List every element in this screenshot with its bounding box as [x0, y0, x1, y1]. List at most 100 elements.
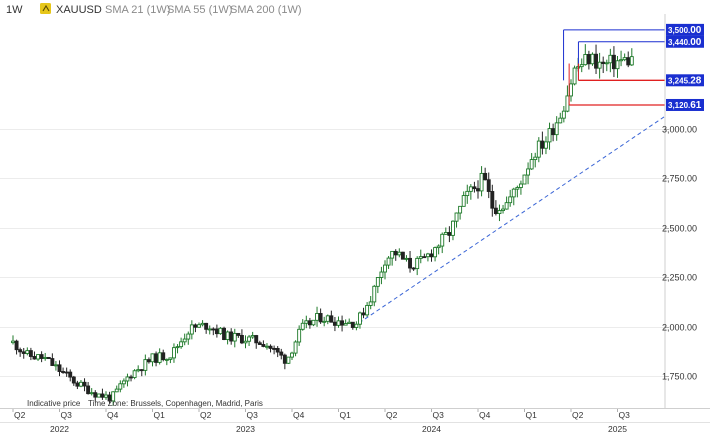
candle-body — [522, 174, 527, 185]
candle-body — [89, 392, 94, 395]
candle-body — [282, 354, 287, 364]
candle-body — [354, 323, 359, 328]
candle-body — [179, 341, 184, 348]
candle-body — [157, 352, 162, 363]
candle-body — [79, 381, 83, 387]
candle-body — [358, 312, 362, 325]
x-quarter-label: Q2 — [572, 410, 584, 420]
symbol-label: XAUUSD — [56, 4, 102, 16]
candle-body — [547, 128, 552, 143]
candle-body — [493, 207, 498, 215]
candle-body — [551, 128, 556, 136]
candle-body — [554, 122, 559, 136]
symbol-badge[interactable]: XAUUSD — [40, 3, 102, 16]
candle-body — [236, 332, 241, 336]
level-price-label: 3,245.28 — [668, 75, 702, 86]
indicator-sma200[interactable]: SMA 200 (1W) — [230, 4, 302, 16]
candle-body — [307, 320, 312, 326]
candle-body — [461, 195, 466, 207]
candle-body — [361, 312, 366, 316]
indicator-sma55[interactable]: SMA 55 (1W) — [167, 4, 232, 16]
levels: 3,500.003,440.00 3,245.28 3,120.61 — [563, 23, 704, 111]
candle-body — [254, 335, 259, 344]
candle-body — [68, 371, 73, 378]
candle-body — [229, 331, 234, 342]
candle-body — [479, 172, 484, 192]
candle-body — [515, 187, 520, 190]
candle-body — [161, 352, 166, 361]
x-quarter-label: Q1 — [526, 410, 538, 420]
candle-body — [129, 376, 133, 379]
level-price-tag — [666, 35, 704, 48]
candle-body — [611, 54, 616, 70]
candle-body — [200, 322, 205, 326]
candle-body — [150, 353, 155, 363]
candle-body — [250, 335, 255, 338]
x-quarter-label: Q4 — [293, 410, 305, 420]
candle-body — [247, 336, 252, 342]
candle-body — [143, 359, 148, 371]
candle-body — [100, 393, 105, 398]
candle-body — [265, 345, 269, 348]
candle-body — [622, 57, 627, 61]
candle-body — [172, 347, 176, 359]
candle-body — [433, 247, 438, 258]
candle-body — [43, 356, 48, 359]
candle-body — [211, 328, 216, 331]
candle-body — [597, 61, 602, 69]
candle-body — [408, 257, 412, 269]
candle-body — [64, 371, 69, 374]
candle-body — [14, 340, 19, 351]
candle-body — [397, 251, 402, 256]
candle-body — [57, 364, 62, 372]
x-year-label: 2025 — [608, 424, 627, 434]
x-quarter-label: Q3 — [247, 410, 259, 420]
candle-body — [118, 383, 123, 390]
y-axis: 1,750.00 2,000.00 2,250.00 2,500.00 2,750.00… — [662, 14, 697, 408]
candle-body — [300, 322, 305, 330]
candle-body — [504, 202, 509, 210]
candle-body — [261, 344, 266, 347]
candle-body — [379, 271, 384, 278]
candle-body — [601, 61, 606, 65]
candle-body — [186, 333, 191, 340]
candle-body — [508, 196, 513, 204]
candle-body — [422, 256, 427, 259]
candle-body — [111, 391, 116, 402]
candle-body — [476, 188, 480, 192]
candle-body — [39, 354, 44, 359]
candle-body — [293, 341, 298, 354]
x-quarter-label: Q4 — [107, 410, 119, 420]
candle-body — [286, 356, 291, 364]
y-tick-label: 3,000.00 — [662, 125, 697, 135]
candle-body — [558, 117, 563, 124]
level-price-label: 3,440.00 — [668, 37, 702, 48]
candle-body — [329, 315, 334, 323]
y-tick-label: 1,750.00 — [662, 372, 697, 382]
candle-body — [472, 186, 477, 190]
candle-body — [121, 380, 126, 385]
candles — [11, 44, 634, 406]
indicator-sma21[interactable]: SMA 21 (1W) — [105, 4, 170, 16]
candle-body — [451, 220, 455, 236]
candle-body — [458, 205, 463, 214]
gold-icon-mark — [42, 4, 50, 12]
candle-body — [561, 110, 566, 119]
x-quarter-label: Q3 — [619, 410, 631, 420]
candle-body — [257, 342, 262, 345]
candle-body — [375, 277, 380, 287]
candle-body — [28, 350, 33, 357]
candle-body — [175, 346, 180, 349]
candle-body — [104, 394, 108, 398]
candle-body — [332, 321, 337, 326]
candle-body — [594, 53, 598, 69]
candle-body — [393, 250, 398, 256]
candle-body — [536, 140, 541, 158]
candle-body — [315, 313, 319, 321]
y-tick-label: 2,500.00 — [662, 224, 697, 234]
candle-body — [53, 364, 58, 367]
candle-body — [465, 190, 470, 197]
timeframe-label[interactable]: 1W — [6, 4, 23, 16]
y-tick-label: 2,750.00 — [662, 174, 697, 184]
candle-body — [483, 172, 488, 181]
